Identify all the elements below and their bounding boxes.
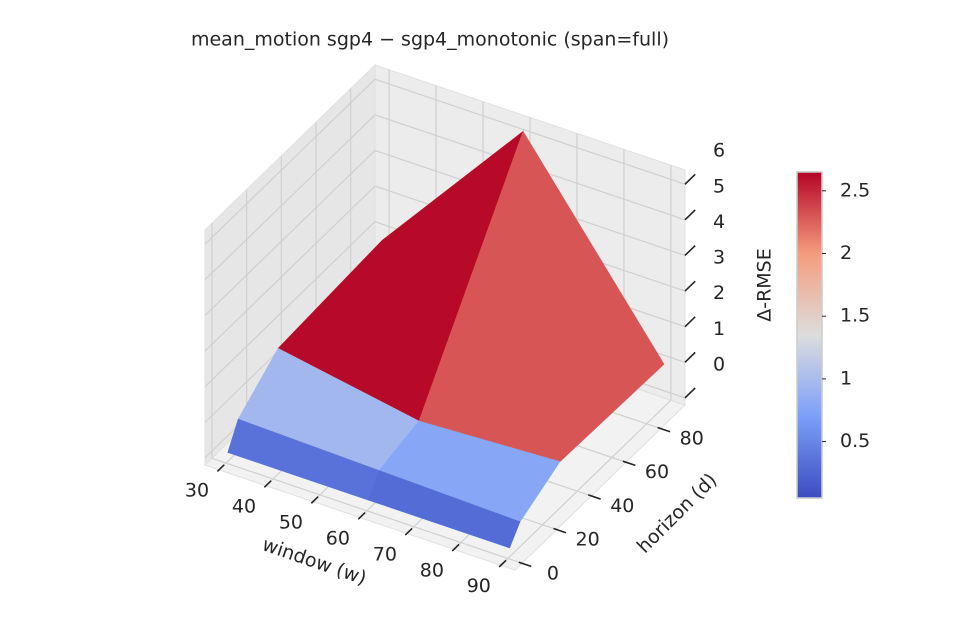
z-tick xyxy=(684,351,696,363)
x-tick-label: 60 xyxy=(326,527,350,549)
z-tick xyxy=(684,387,696,399)
z-tick xyxy=(684,244,696,257)
z-tick xyxy=(684,209,696,221)
x-tick xyxy=(404,527,413,536)
colorbar-tick-label: 2.5 xyxy=(840,179,870,201)
z-tick-label: 3 xyxy=(713,247,725,269)
z-axis-label: Δ-RMSE xyxy=(754,248,776,322)
grid-line xyxy=(204,221,376,388)
grid-line xyxy=(211,457,523,564)
y-tick-label: 40 xyxy=(610,495,634,517)
z-tick-label: 5 xyxy=(713,175,725,197)
z-tick xyxy=(684,316,696,328)
colorbar-tick-label: 1.5 xyxy=(840,305,870,327)
y-tick xyxy=(518,561,532,568)
y-tick xyxy=(553,527,567,534)
x-tick-label: 70 xyxy=(373,543,397,565)
grid-line xyxy=(374,78,686,185)
x-tick-label: 50 xyxy=(279,512,303,534)
x-tick xyxy=(310,496,319,504)
z-tick xyxy=(684,173,696,185)
colorbar xyxy=(796,171,823,499)
y-tick xyxy=(657,426,671,433)
colorbar-tick-label: 0.5 xyxy=(840,430,870,452)
chart-title: mean_motion sgp4 − sgp4_monotonic (span=… xyxy=(191,29,669,51)
z-tick-label: 0 xyxy=(713,353,725,375)
grid-line xyxy=(500,399,672,566)
x-tick-label: 30 xyxy=(185,480,209,502)
x-tick-label: 40 xyxy=(232,496,256,518)
z-tick xyxy=(684,280,696,292)
grid-line xyxy=(204,78,376,245)
colorbar-tick-label: 2 xyxy=(840,242,852,264)
y-tick-label: 0 xyxy=(547,562,559,584)
z-tick-label: 1 xyxy=(713,318,725,340)
z-tick-label: 4 xyxy=(713,211,725,233)
y-tick-label: 80 xyxy=(680,428,704,450)
x-tick xyxy=(216,464,225,472)
x-tick xyxy=(357,511,366,520)
x-tick-label: 80 xyxy=(420,559,444,581)
grid-line xyxy=(204,185,376,352)
z-tick-label: 6 xyxy=(713,140,725,162)
grid-line xyxy=(204,114,376,281)
surface-patch xyxy=(368,470,521,549)
x-tick-label: 90 xyxy=(467,575,491,597)
x-axis-label: window (w) xyxy=(259,534,369,590)
x-tick xyxy=(451,543,460,552)
y-tick xyxy=(587,494,601,500)
y-tick xyxy=(622,460,636,467)
grid-line xyxy=(204,150,376,316)
x-tick xyxy=(498,559,507,568)
y-tick-label: 60 xyxy=(645,461,669,483)
z-tick-label: 2 xyxy=(713,282,725,304)
y-tick-label: 20 xyxy=(576,529,600,551)
x-tick xyxy=(263,480,272,488)
colorbar-tick-label: 1 xyxy=(840,367,852,389)
